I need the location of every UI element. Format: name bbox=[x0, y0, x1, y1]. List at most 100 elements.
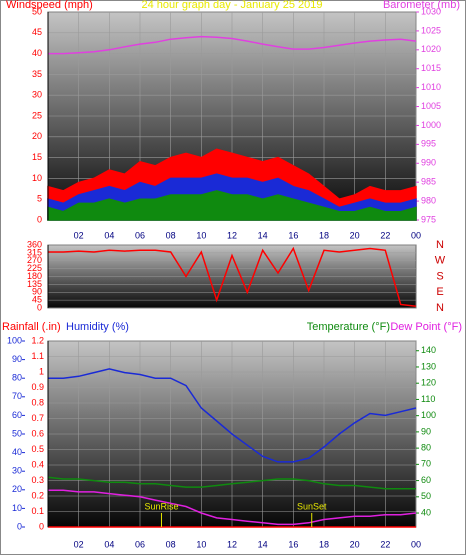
annotation: SunRise bbox=[144, 501, 178, 511]
y-tick-label: 1005 bbox=[421, 101, 441, 111]
x-tick-label: 14 bbox=[258, 230, 268, 240]
y-tick-label: 1000 bbox=[421, 120, 441, 130]
x-tick-label: 04 bbox=[104, 230, 114, 240]
y-tick-label: 0.3 bbox=[31, 475, 44, 485]
y-tick-label: 0 bbox=[37, 302, 42, 312]
x-tick-label: 20 bbox=[350, 230, 360, 240]
y-tick-label: 5 bbox=[37, 194, 42, 204]
series-line bbox=[48, 368, 417, 463]
y-tick-label: 10 bbox=[32, 173, 42, 183]
y-tick-label: 360 bbox=[27, 239, 42, 249]
y-tick-label: 1.1 bbox=[31, 351, 44, 361]
x-tick-label: 12 bbox=[227, 230, 237, 240]
y-tick-label: 1015 bbox=[421, 63, 441, 73]
y-tick-label: 60 bbox=[12, 410, 22, 420]
y-tick-label: 1020 bbox=[421, 44, 441, 54]
y-tick-label: 1025 bbox=[421, 25, 441, 35]
y-tick-label: 80 bbox=[12, 373, 22, 383]
series-line bbox=[48, 35, 417, 55]
y-tick-label: 45 bbox=[32, 27, 42, 37]
y4-axis-title: Dew Point (°F) bbox=[390, 321, 462, 333]
x-tick-label: 16 bbox=[288, 539, 298, 549]
y-tick-label: 90 bbox=[421, 426, 431, 436]
y-tick-label: 0.1 bbox=[31, 506, 44, 516]
x-tick-label: 18 bbox=[319, 230, 329, 240]
y-tick-label: 40 bbox=[32, 48, 42, 58]
x-tick-label: 12 bbox=[227, 539, 237, 549]
y-tick-label: 180 bbox=[27, 271, 42, 281]
compass-label: E bbox=[436, 286, 443, 298]
y-tick-label: 0.9 bbox=[31, 382, 44, 392]
y-tick-label: 40 bbox=[421, 507, 431, 517]
x-tick-label: 06 bbox=[135, 539, 145, 549]
y-tick-label: 0 bbox=[17, 521, 22, 531]
y-tick-label: 35 bbox=[32, 69, 42, 79]
series-line bbox=[48, 246, 417, 308]
y-tick-label: 0.2 bbox=[31, 490, 44, 500]
x-tick-label: 08 bbox=[166, 230, 176, 240]
x-tick-label: 00 bbox=[411, 230, 421, 240]
y-tick-label: 120 bbox=[421, 378, 436, 388]
y-tick-label: 0.4 bbox=[31, 459, 44, 469]
y-tick-label: 15 bbox=[32, 152, 42, 162]
y-tick-label: 30 bbox=[12, 466, 22, 476]
y-tick-label: 70 bbox=[421, 459, 431, 469]
y-tick-label: 140 bbox=[421, 345, 436, 355]
y-tick-label: 60 bbox=[421, 475, 431, 485]
y-tick-label: 0.6 bbox=[31, 428, 44, 438]
y-tick-label: 985 bbox=[421, 177, 436, 187]
y-tick-label: 1.2 bbox=[31, 335, 44, 345]
y-tick-label: 315 bbox=[27, 247, 42, 257]
y-tick-label: 70 bbox=[12, 391, 22, 401]
y-tick-label: 1030 bbox=[421, 6, 441, 16]
y-tick-label: 40 bbox=[12, 447, 22, 457]
y-tick-label: 270 bbox=[27, 255, 42, 265]
x-tick-label: 10 bbox=[196, 539, 206, 549]
y-tick-label: 975 bbox=[421, 214, 436, 224]
y-tick-label: 995 bbox=[421, 139, 436, 149]
compass-label: W bbox=[435, 255, 446, 267]
x-tick-label: 00 bbox=[411, 539, 421, 549]
y-tick-label: 45 bbox=[32, 295, 42, 305]
y-tick-label: 50 bbox=[32, 6, 42, 16]
compass-label: N bbox=[436, 239, 444, 251]
y-tick-label: 20 bbox=[12, 484, 22, 494]
series-line bbox=[48, 489, 417, 526]
y-tick-label: 0.5 bbox=[31, 444, 44, 454]
y-tick-label: 90 bbox=[32, 287, 42, 297]
y-tick-label: 90 bbox=[12, 354, 22, 364]
y-tick-label: 20 bbox=[32, 131, 42, 141]
y-tick-label: 30 bbox=[32, 90, 42, 100]
y-tick-label: 50 bbox=[421, 491, 431, 501]
compass-label: S bbox=[436, 270, 443, 282]
y-tick-label: 110 bbox=[421, 394, 435, 404]
compass-label: N bbox=[436, 302, 444, 314]
chart-title: 24 hour graph day - January 25 2019 bbox=[141, 0, 322, 11]
x-tick-label: 02 bbox=[74, 539, 84, 549]
y-tick-label: 1 bbox=[39, 366, 44, 376]
y-tick-label: 25 bbox=[32, 110, 42, 120]
x-tick-label: 02 bbox=[74, 230, 84, 240]
y-tick-label: 990 bbox=[421, 158, 436, 168]
y-tick-label: 100 bbox=[7, 335, 22, 345]
y-axis-title: Rainfall (.in) bbox=[2, 321, 61, 333]
y-tick-label: 80 bbox=[421, 442, 431, 452]
x-tick-label: 04 bbox=[104, 539, 114, 549]
y-tick-label: 980 bbox=[421, 195, 436, 205]
y-tick-label: 0.7 bbox=[31, 413, 44, 423]
x-tick-label: 06 bbox=[135, 230, 145, 240]
y-tick-label: 225 bbox=[27, 263, 42, 273]
annotation: SunSet bbox=[297, 501, 327, 511]
y-tick-label: 100 bbox=[421, 410, 436, 420]
x-tick-label: 16 bbox=[288, 230, 298, 240]
y2-axis-title: Barometer (mb) bbox=[383, 0, 460, 11]
y-tick-label: 10 bbox=[12, 503, 22, 513]
x-tick-label: 14 bbox=[258, 539, 268, 549]
y-tick-label: 130 bbox=[421, 361, 436, 371]
y-tick-label: 0 bbox=[39, 521, 44, 531]
x-tick-label: 08 bbox=[166, 539, 176, 549]
y-tick-label: 0 bbox=[37, 214, 42, 224]
x-tick-label: 22 bbox=[380, 230, 390, 240]
